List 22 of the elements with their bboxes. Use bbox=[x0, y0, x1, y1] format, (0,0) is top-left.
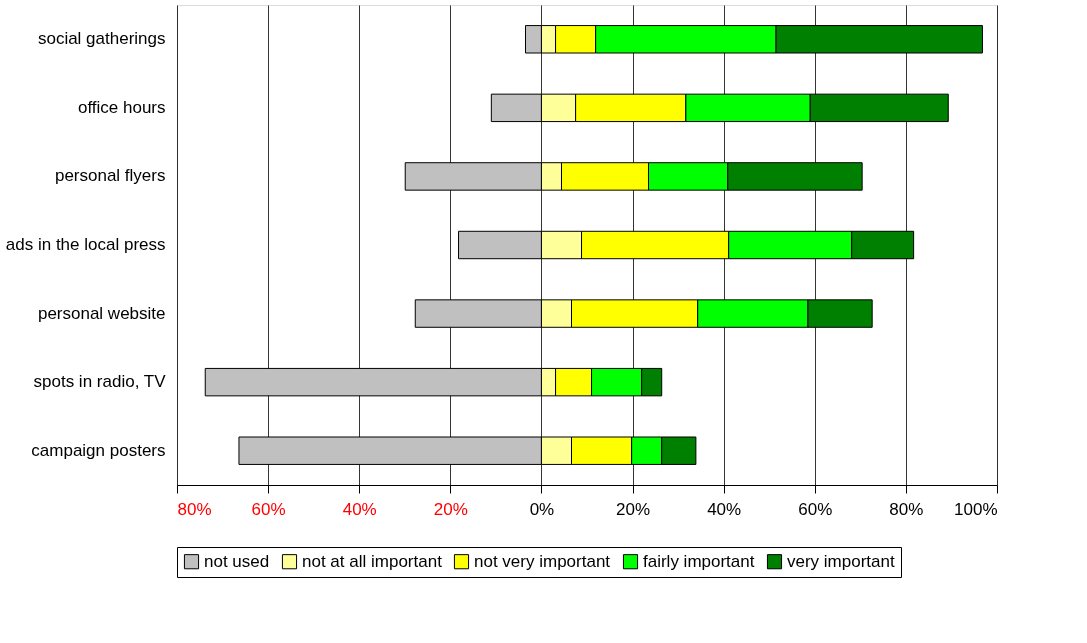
legend-label: fairly important bbox=[643, 551, 755, 571]
legend-label: not used bbox=[204, 551, 270, 571]
y-tick-label: personal flyers bbox=[54, 166, 166, 186]
y-tick-label: campaign posters bbox=[31, 440, 166, 460]
legend-label: not very important bbox=[474, 551, 611, 571]
x-tick-label: 80% bbox=[889, 499, 924, 519]
y-tick-label: ads in the local press bbox=[5, 235, 166, 254]
x-tick-label: 60% bbox=[798, 499, 833, 519]
x-tick-label: 60% bbox=[251, 499, 286, 519]
legend-label: not at all important bbox=[302, 551, 443, 571]
y-tick-label: office hours bbox=[77, 97, 166, 117]
x-tick-label: 20% bbox=[616, 499, 651, 519]
legend-label: very important bbox=[787, 551, 895, 571]
x-tick-label: 80% bbox=[177, 499, 212, 519]
x-tick-label: 20% bbox=[433, 499, 468, 519]
y-tick-label: personal website bbox=[37, 303, 166, 323]
x-tick-label: 40% bbox=[707, 499, 742, 519]
y-tick-label: spots in radio, TV bbox=[33, 372, 167, 392]
y-tick-label: social gatherings bbox=[37, 29, 166, 49]
x-tick-label: 100% bbox=[954, 499, 998, 519]
x-tick-label: 0% bbox=[529, 499, 555, 519]
x-tick-label: 40% bbox=[342, 499, 377, 519]
